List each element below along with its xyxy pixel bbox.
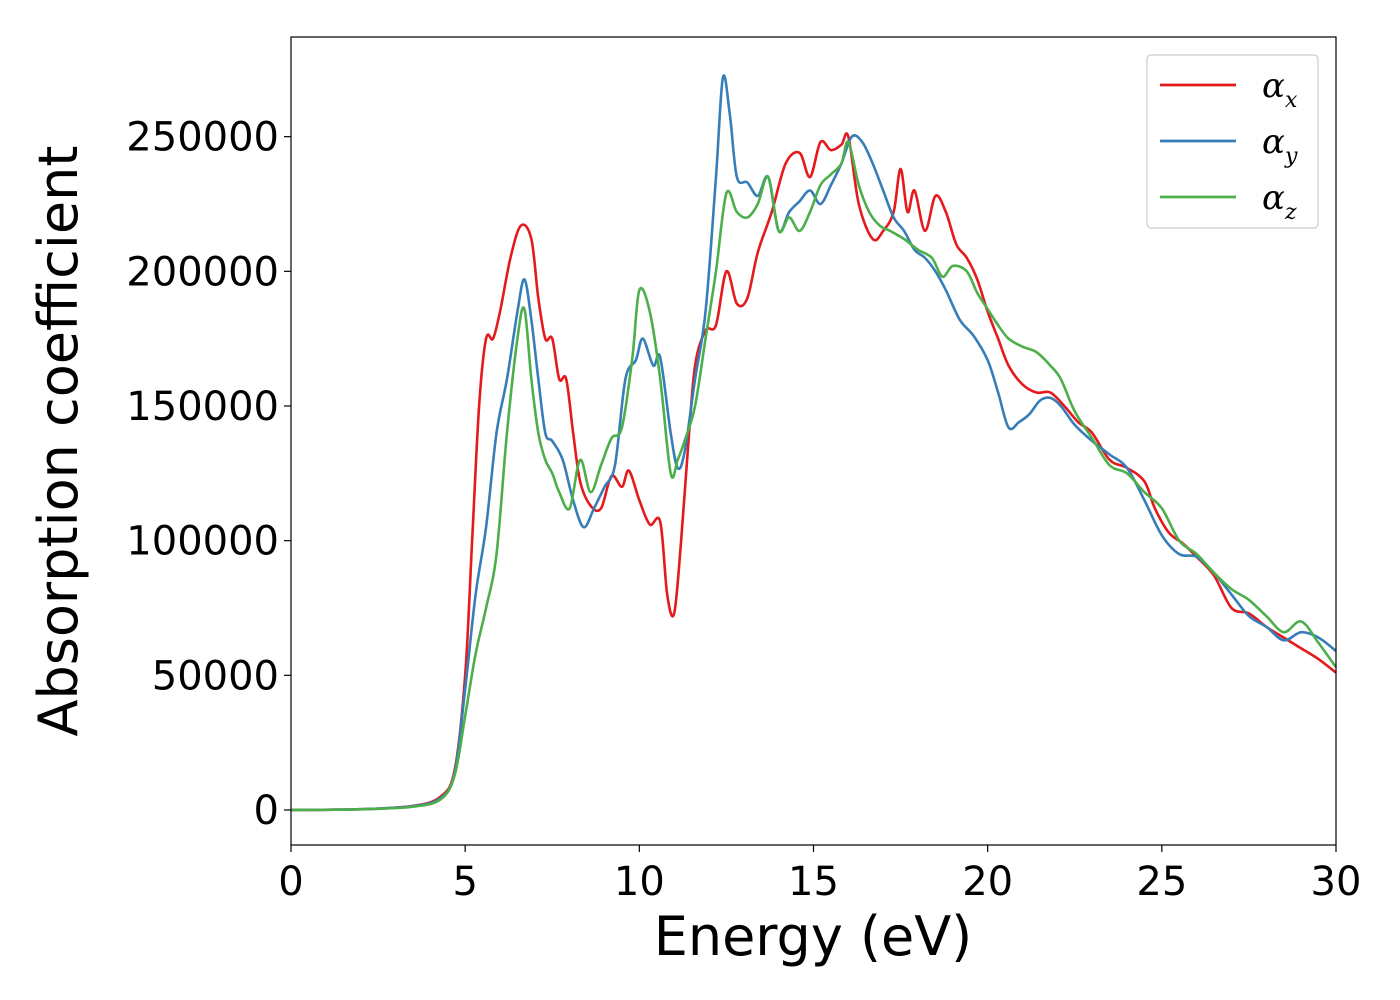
- x-tick-label: 0: [278, 859, 303, 905]
- series-layer: [290, 74, 1338, 812]
- x-tick-label: 20: [962, 859, 1013, 905]
- x-tick-label: 30: [1311, 859, 1362, 905]
- x-axis-ticks: 0 5 10 15 20 25 30: [278, 845, 1361, 905]
- y-tick-label: 150000: [126, 384, 279, 430]
- x-tick-label: 5: [452, 859, 477, 905]
- series-line-x: [290, 132, 1337, 812]
- x-tick-label: 25: [1136, 859, 1187, 905]
- y-tick-label: 50000: [152, 653, 279, 699]
- y-tick-label: 0: [254, 788, 279, 834]
- x-axis-label: Energy (eV): [654, 905, 973, 968]
- y-axis-ticks: 0 50000 100000 150000 200000 250000: [126, 115, 291, 834]
- series-line-z: [290, 140, 1338, 812]
- y-tick-label: 100000: [126, 519, 279, 565]
- y-axis-label: Absorption coefficient: [27, 146, 90, 737]
- y-tick-label: 250000: [126, 115, 279, 161]
- x-tick-label: 10: [614, 859, 665, 905]
- x-tick-label: 15: [788, 859, 839, 905]
- y-tick-label: 200000: [126, 249, 279, 295]
